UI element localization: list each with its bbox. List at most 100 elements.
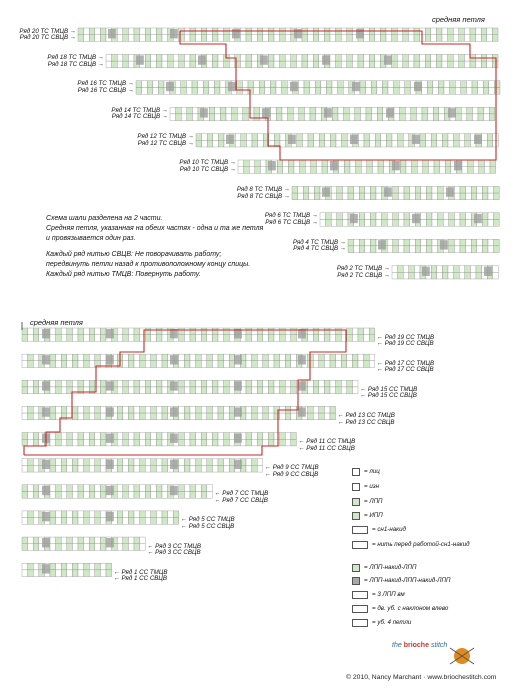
grid-cell <box>391 133 398 141</box>
grid-cell <box>139 465 146 473</box>
grid-cell <box>27 465 34 473</box>
grid-cell <box>94 484 101 492</box>
legend-item: = ЛПП-накид-ЛПП <box>352 562 417 573</box>
grid-cell <box>439 166 446 174</box>
grid-cell <box>66 380 73 388</box>
grid-cell <box>398 192 405 200</box>
grid-cell <box>293 107 299 115</box>
grid-cell <box>195 412 202 420</box>
grid-cell <box>122 510 129 518</box>
grid-cell <box>298 87 305 95</box>
grid-cell <box>268 412 275 420</box>
grid-cell <box>376 80 383 88</box>
grid-cell <box>33 327 39 335</box>
grid-cell <box>268 327 275 335</box>
grid-cell <box>152 80 159 88</box>
grid-cell <box>77 406 84 414</box>
grid-cell <box>493 212 500 220</box>
grid-cell <box>152 87 159 95</box>
grid-cell <box>21 510 28 518</box>
grid-cell <box>359 212 365 220</box>
grid-cell <box>100 458 107 466</box>
grid-cell <box>262 34 269 42</box>
grid-cell <box>464 133 471 141</box>
grid-cell <box>279 360 286 368</box>
grid-cell <box>313 327 319 335</box>
row-label: Ряд 8 ТС СВЦВ → <box>237 192 290 200</box>
grid-cell <box>369 353 375 362</box>
row-label: Ряд 10 ТС СВЦВ → <box>179 166 236 174</box>
grid-cell <box>279 380 286 388</box>
row-label: Ряд 18 ТС ТМЦВ → <box>47 53 104 61</box>
grid-cell <box>49 510 56 518</box>
grid-cell <box>61 406 67 414</box>
grid-cell <box>77 510 84 518</box>
grid-cell <box>335 34 342 42</box>
grid-cell <box>55 484 62 492</box>
grid-cell <box>189 34 196 42</box>
grid-cell <box>414 272 421 280</box>
grid-cell <box>33 562 39 571</box>
legend-item: = дв. уб. с наклоном влево <box>352 603 448 614</box>
grid-cell <box>117 34 123 42</box>
grid-cell <box>363 133 370 141</box>
stitch-symbol <box>170 433 178 443</box>
grid-cell <box>167 54 174 62</box>
grid-cell <box>285 432 291 440</box>
grid-cell <box>133 484 140 492</box>
bottom-center-stitch-label: средняя петля <box>30 318 83 327</box>
grid-cell <box>49 484 56 492</box>
grid-cell <box>303 186 309 194</box>
grid-cell <box>83 27 90 35</box>
grid-cell <box>344 159 351 167</box>
grid-cell <box>315 87 321 95</box>
grid-cell <box>117 458 123 466</box>
grid-cell <box>471 192 477 200</box>
grid-cell <box>206 360 213 368</box>
grid-cell <box>247 80 254 88</box>
grid-cell <box>217 360 224 368</box>
grid-cell <box>275 80 282 88</box>
grid-cell <box>492 34 499 42</box>
grid-cell <box>268 406 275 414</box>
grid-cell <box>100 543 107 551</box>
grid-cell <box>307 34 314 42</box>
grid-cell <box>262 439 269 447</box>
grid-cell <box>150 432 157 440</box>
grid-cell <box>184 353 191 362</box>
grid-cell <box>374 60 381 68</box>
grid-cell <box>488 87 495 95</box>
grid-cell <box>128 412 135 420</box>
grid-cell <box>161 60 168 68</box>
grid-cell <box>307 406 314 414</box>
grid-cell <box>465 192 472 200</box>
grid-cell <box>49 465 56 473</box>
row-label: Ряд 20 ТС ТМЦВ → <box>19 27 76 35</box>
row-label: ← Ряд 9 СС ТМЦВ <box>264 464 319 472</box>
grid-cell <box>330 140 337 148</box>
grid-cell <box>279 334 286 342</box>
grid-cell <box>377 113 383 121</box>
grid-cell <box>245 465 252 473</box>
grid-cell <box>403 272 409 280</box>
grid-cell <box>139 432 146 440</box>
grid-cell <box>72 353 79 362</box>
grid-cell <box>83 360 90 368</box>
grid-cell <box>83 432 90 440</box>
stitch-symbol <box>166 81 174 92</box>
grid-cell <box>27 484 34 492</box>
grid-cell <box>128 380 135 388</box>
grid-cell <box>360 113 367 121</box>
grid-cell <box>133 465 140 473</box>
grid-cell <box>229 334 235 342</box>
grid-cell <box>329 353 336 362</box>
grid-cell <box>314 186 321 194</box>
grid-cell <box>240 60 247 68</box>
grid-cell <box>335 386 342 394</box>
grid-cell <box>212 327 219 335</box>
grid-cell <box>363 360 370 368</box>
grid-cell <box>279 327 286 335</box>
grid-cell <box>133 536 140 544</box>
grid-cell <box>214 87 221 95</box>
grid-cell <box>337 113 344 121</box>
